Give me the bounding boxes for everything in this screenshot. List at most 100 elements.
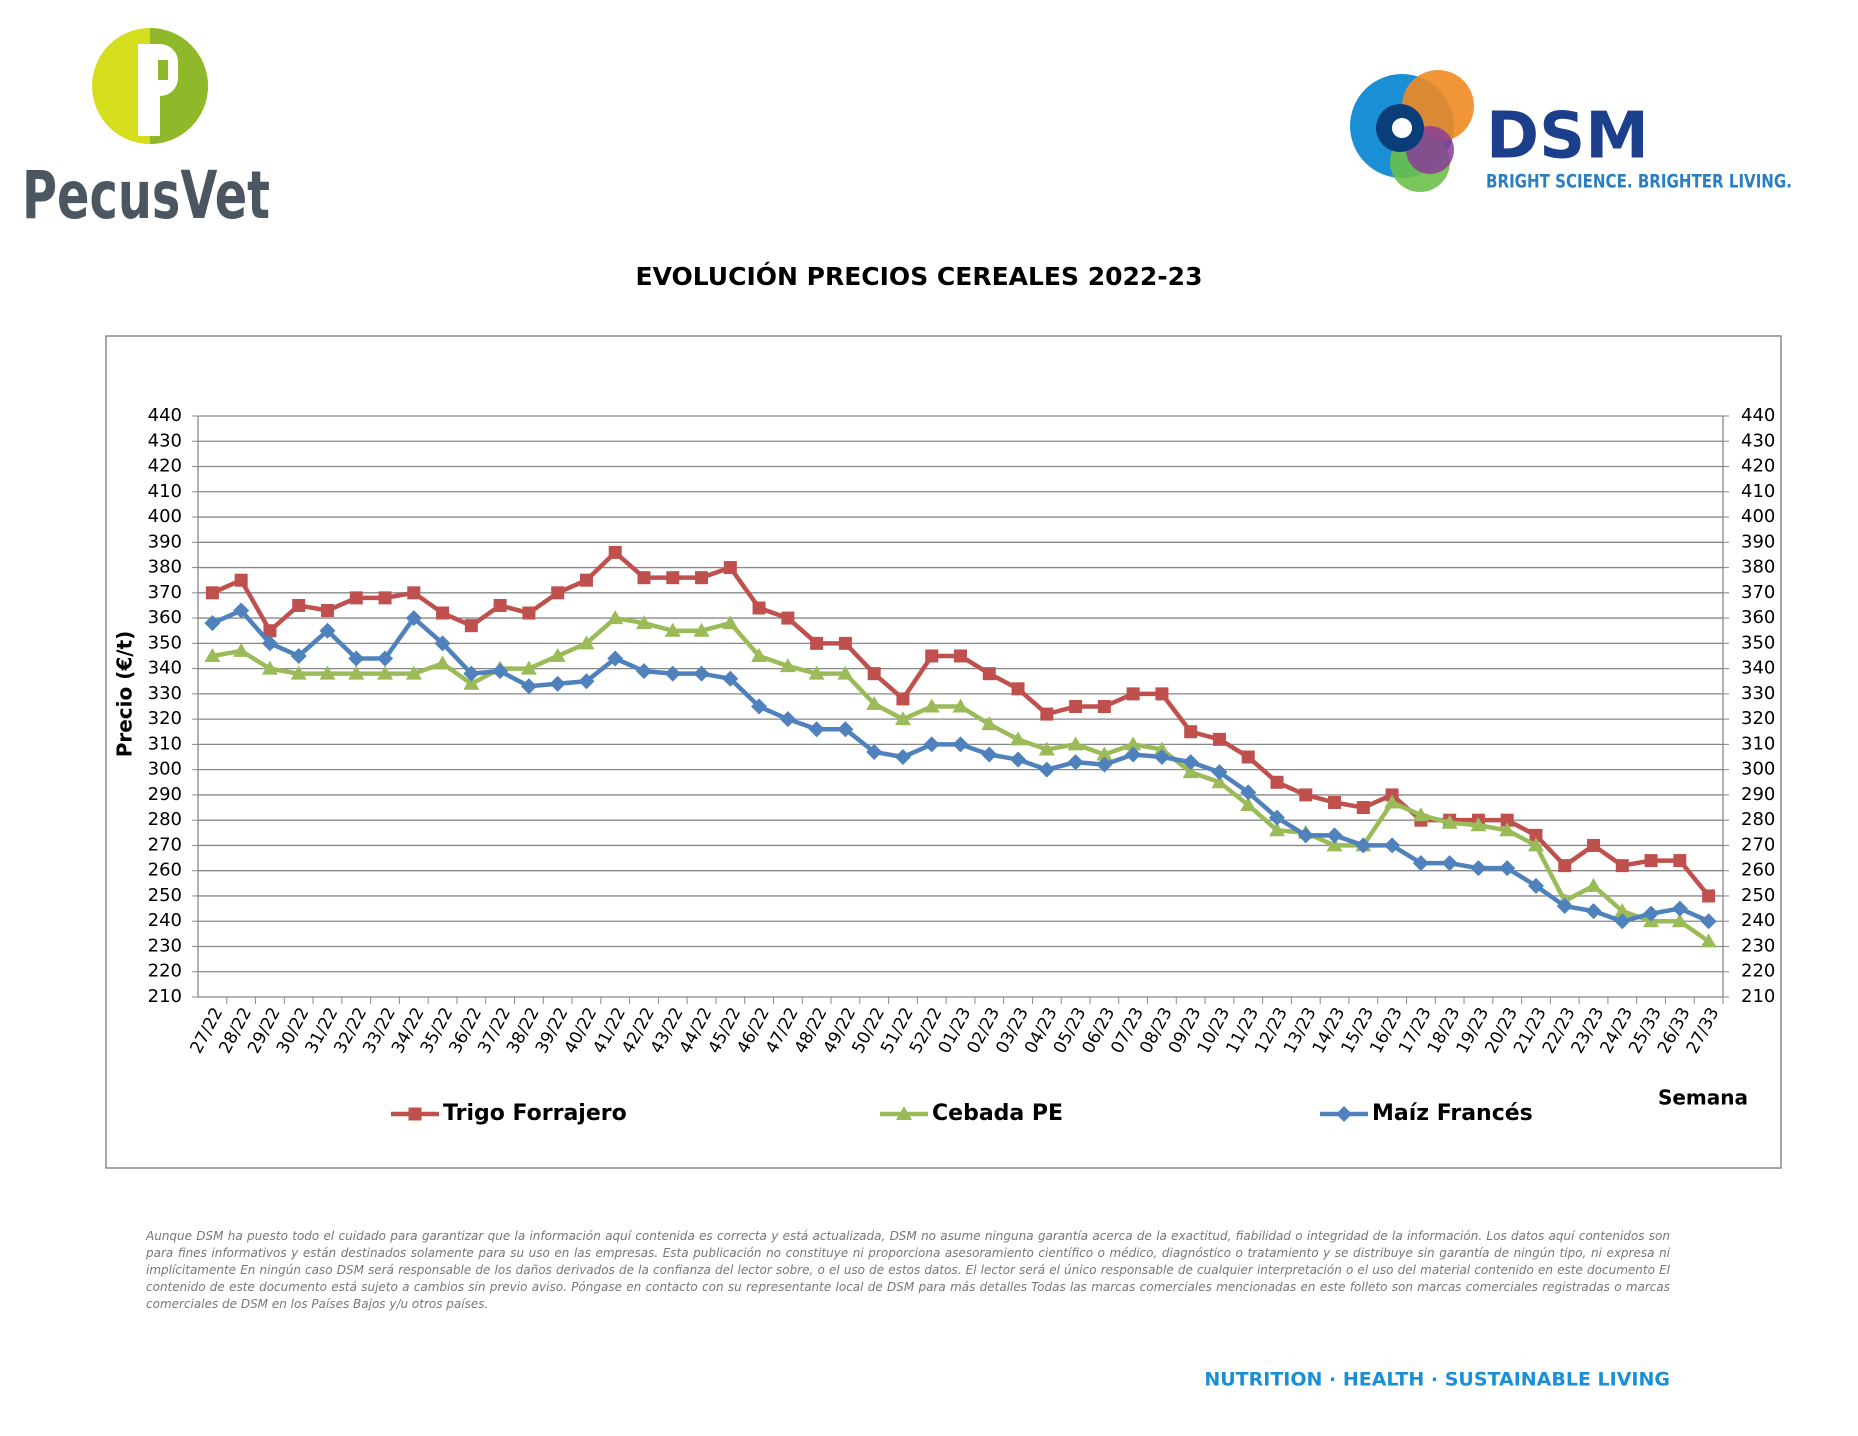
data-point (1326, 827, 1343, 844)
data-point (779, 711, 796, 728)
y2-tick-label: 430 (1741, 430, 1775, 451)
data-point (1585, 877, 1602, 892)
dsm-icon (1350, 70, 1474, 192)
data-point (1125, 736, 1142, 751)
y2-tick-label: 210 (1741, 986, 1775, 1007)
data-point (954, 649, 967, 663)
data-point (722, 670, 739, 687)
data-point (1096, 746, 1113, 761)
data-point (1299, 788, 1313, 802)
series-line (211, 550, 1711, 898)
data-point (290, 647, 307, 664)
data-point (551, 586, 565, 600)
data-point (578, 673, 595, 690)
y2-tick-label: 320 (1741, 708, 1775, 729)
data-point (1615, 859, 1629, 873)
data-point (1441, 814, 1458, 829)
data-point (1614, 903, 1631, 918)
data-point (204, 647, 221, 662)
data-point (233, 602, 250, 619)
y-tick-label: 410 (148, 481, 182, 502)
logo-tagline: BRIGHT SCIENCE. BRIGHTER LIVING. (1486, 171, 1792, 193)
data-point (1587, 838, 1601, 852)
data-point (1010, 731, 1027, 746)
y2-tick-label: 420 (1741, 456, 1775, 477)
logo-text: DSM (1486, 100, 1649, 174)
data-point (1470, 860, 1487, 877)
data-point (810, 636, 824, 650)
data-point (808, 721, 825, 738)
y-axis-label: Precio (€/t) (113, 631, 137, 758)
data-point (493, 598, 507, 612)
data-point (349, 591, 363, 605)
data-point (1011, 682, 1025, 696)
legend-label: Trigo Forrajero (443, 1101, 627, 1126)
legend-label: Cebada PE (932, 1101, 1063, 1126)
data-point (205, 586, 219, 600)
data-point (779, 658, 796, 673)
y-tick-label: 320 (148, 708, 182, 729)
y2-tick-label: 230 (1741, 935, 1775, 956)
data-point (1155, 687, 1169, 701)
data-point (319, 665, 336, 680)
data-point (319, 622, 336, 639)
data-point (377, 665, 394, 680)
data-point (292, 598, 306, 612)
y2-tick-label: 300 (1741, 759, 1775, 780)
data-point (695, 571, 709, 585)
y-tick-label: 260 (148, 860, 182, 881)
data-point (693, 622, 710, 637)
data-point (290, 665, 307, 680)
disclaimer: Aunque DSM ha puesto todo el cuidado par… (146, 1229, 1670, 1311)
data-point (635, 663, 652, 680)
data-point (837, 721, 854, 738)
data-point (867, 667, 881, 681)
data-point (1211, 764, 1228, 781)
y-tick-label: 400 (148, 506, 182, 527)
data-point (464, 619, 478, 633)
data-point (1153, 749, 1170, 766)
data-point (923, 736, 940, 753)
legend-label: Maíz Francés (1372, 1101, 1533, 1126)
data-point (722, 615, 739, 630)
data-point (923, 698, 940, 713)
data-point (1412, 807, 1429, 822)
y-tick-label: 230 (148, 935, 182, 956)
data-point (693, 665, 710, 682)
data-point (1585, 903, 1602, 920)
data-point (896, 692, 910, 706)
data-point (1671, 900, 1688, 917)
data-point (1182, 764, 1199, 779)
data-point (1673, 854, 1687, 868)
pecusvet-icon (92, 28, 208, 144)
data-point (1700, 913, 1717, 930)
y2-tick-label: 380 (1741, 557, 1775, 578)
y2-tick-label: 260 (1741, 860, 1775, 881)
y-tick-label: 250 (148, 885, 182, 906)
chart-title: EVOLUCIÓN PRECIOS CEREALES 2022-23 (636, 261, 1203, 291)
y-tick-label: 430 (148, 430, 182, 451)
data-point (348, 650, 365, 667)
data-point (1500, 813, 1514, 827)
data-point (405, 665, 422, 680)
data-point (1529, 828, 1543, 842)
y-tick-label: 360 (148, 607, 182, 628)
y2-tick-label: 440 (1741, 405, 1775, 426)
data-point (1671, 913, 1688, 928)
data-point (1241, 750, 1255, 764)
y-tick-label: 210 (148, 986, 182, 1007)
data-point (781, 611, 795, 625)
y2-tick-label: 310 (1741, 733, 1775, 754)
data-point (578, 635, 595, 650)
data-point (549, 675, 566, 692)
y-tick-label: 300 (148, 759, 182, 780)
y-tick-label: 350 (148, 632, 182, 653)
data-point (1038, 761, 1055, 778)
y-tick-label: 390 (148, 531, 182, 552)
data-point (579, 573, 593, 587)
data-point (1470, 817, 1487, 832)
data-point (1269, 822, 1286, 837)
data-point (894, 749, 911, 766)
y-tick-label: 330 (148, 683, 182, 704)
